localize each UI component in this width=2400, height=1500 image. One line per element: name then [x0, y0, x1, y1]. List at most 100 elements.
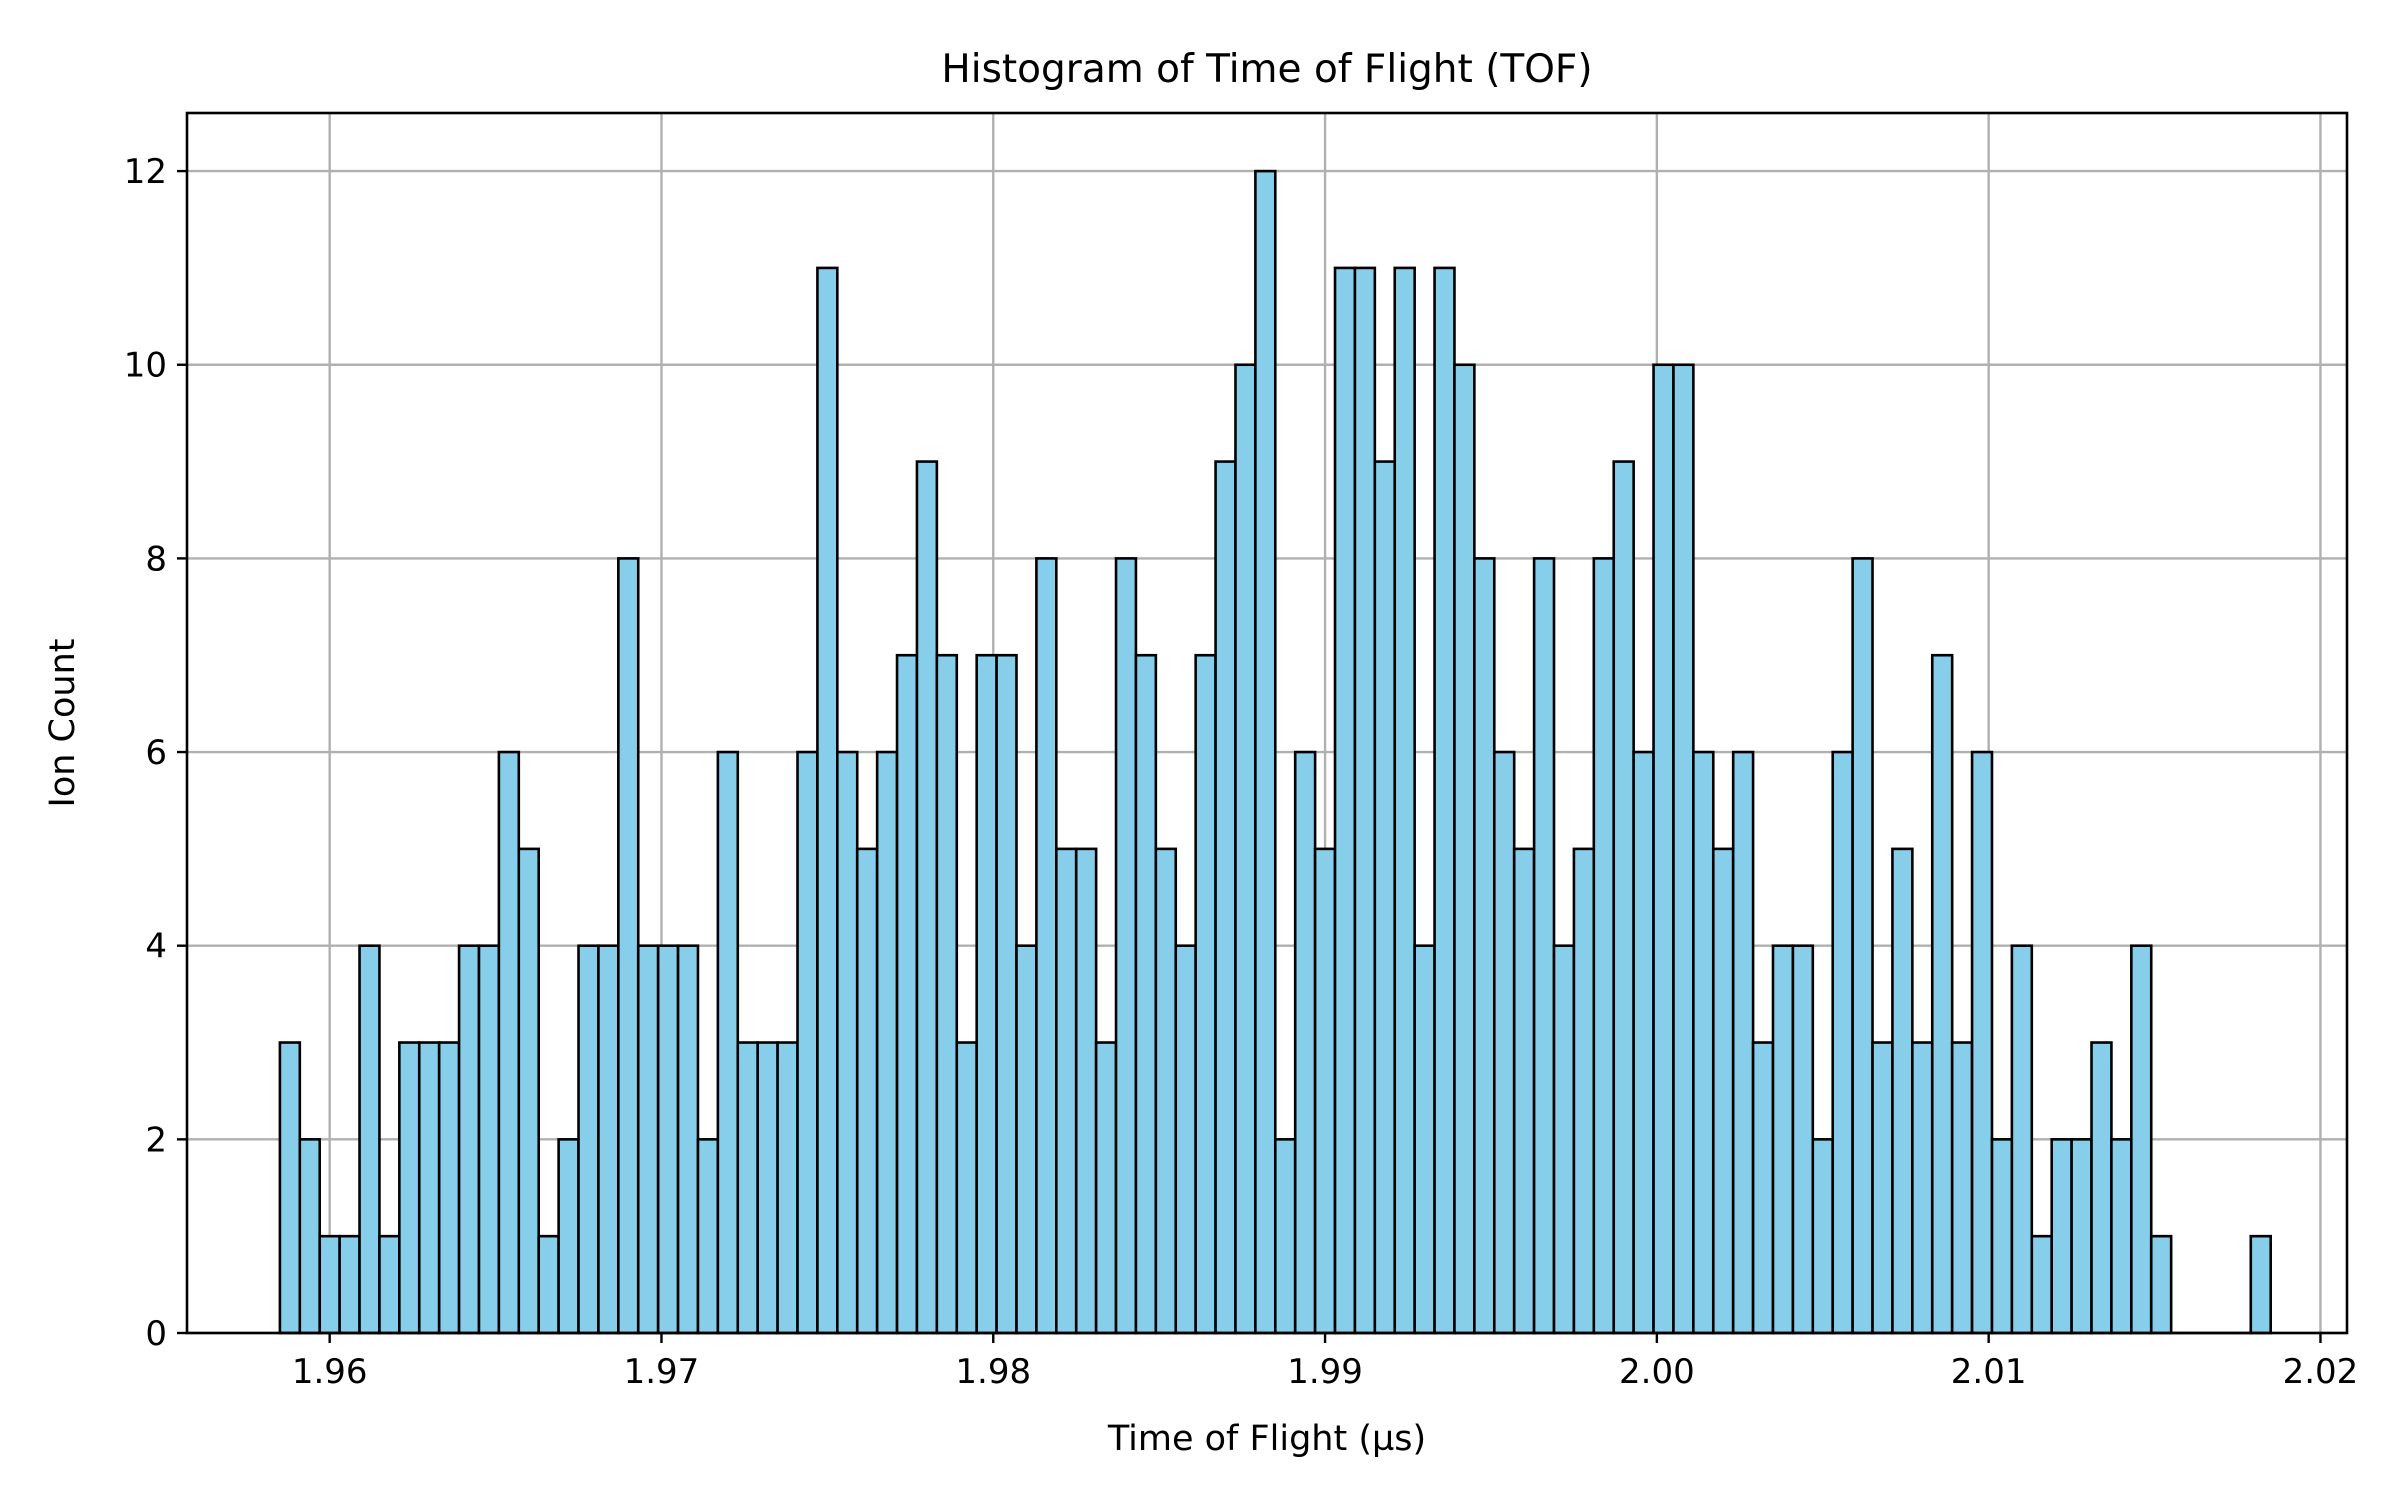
y-tick-label: 12	[124, 152, 167, 192]
histogram-bar	[1950, 1041, 1974, 1335]
histogram-bar	[1552, 944, 1576, 1335]
histogram-bar	[756, 1041, 779, 1335]
y-tick-label: 10	[124, 346, 167, 386]
histogram-bar	[1871, 1041, 1894, 1335]
histogram-bar	[1114, 557, 1138, 1335]
histogram-bar	[915, 460, 939, 1335]
histogram-bar	[1194, 653, 1217, 1335]
histogram-bar	[1055, 847, 1078, 1335]
histogram-bar	[298, 1138, 322, 1335]
histogram-bar	[816, 266, 839, 1335]
x-tick-label: 1.96	[292, 1352, 368, 1392]
histogram-bar	[1891, 847, 1914, 1335]
histogram-bar	[955, 1041, 978, 1335]
histogram-bar	[875, 750, 899, 1335]
x-axis-label: Time of Flight (µs)	[1107, 1419, 1426, 1459]
histogram-bar	[1771, 944, 1795, 1335]
histogram-bar	[1214, 460, 1237, 1335]
histogram-bar	[776, 1041, 799, 1335]
histogram-bar	[796, 750, 819, 1335]
histogram-bar	[1711, 847, 1735, 1335]
histogram-bar	[1473, 557, 1496, 1335]
histogram-bar	[1911, 1041, 1934, 1335]
histogram-bar	[975, 653, 998, 1335]
histogram-bar	[855, 847, 879, 1335]
histogram-bar	[1492, 750, 1516, 1335]
histogram-bar	[1532, 557, 1556, 1335]
x-tick-label: 2.02	[2283, 1352, 2359, 1392]
histogram-bar	[1632, 750, 1655, 1335]
histogram-bar	[1433, 266, 1456, 1335]
histogram-bar	[2130, 944, 2153, 1335]
histogram-bar	[1811, 1138, 1835, 1335]
histogram-bar	[1293, 750, 1317, 1335]
x-tick-label: 1.97	[624, 1352, 700, 1392]
histogram-bar	[597, 944, 620, 1335]
y-tick-label: 4	[145, 927, 167, 967]
x-tick-label: 1.99	[1287, 1352, 1363, 1392]
x-tick-label: 1.98	[955, 1352, 1031, 1392]
histogram-bar	[1672, 363, 1695, 1335]
histogram-bar	[1393, 266, 1416, 1335]
histogram-bar	[676, 944, 700, 1335]
histogram-bar	[1652, 363, 1675, 1335]
histogram-bar	[1413, 944, 1436, 1335]
histogram-bar	[1612, 460, 1635, 1335]
histogram-bar	[537, 1234, 560, 1335]
histogram-bar	[2070, 1138, 2093, 1335]
histogram-bar	[497, 750, 521, 1335]
histogram-bar	[1015, 944, 1038, 1335]
histogram-bar	[1234, 363, 1257, 1335]
histogram-bar	[895, 653, 919, 1335]
histogram-bar	[2050, 1138, 2073, 1335]
histogram-bar	[437, 1041, 461, 1335]
y-tick-label: 0	[145, 1314, 167, 1354]
histogram-bar	[517, 847, 541, 1335]
histogram-bar	[1134, 653, 1158, 1335]
histogram-bar	[1990, 1138, 2014, 1335]
y-axis-label: Ion Count	[43, 639, 83, 808]
histogram-bar	[417, 1041, 441, 1335]
histogram-bar	[338, 1234, 361, 1335]
histogram-bar	[1930, 653, 1954, 1335]
histogram-bar	[577, 944, 600, 1335]
histogram-bar	[836, 750, 859, 1335]
x-tick-label: 2.00	[1619, 1352, 1695, 1392]
histogram-bar	[378, 1234, 401, 1335]
histogram-bar	[398, 1041, 421, 1335]
histogram-bar	[736, 1041, 759, 1335]
histogram-bar	[1453, 363, 1476, 1335]
histogram-bar	[1851, 557, 1874, 1335]
histogram-bar	[1313, 847, 1337, 1335]
histogram-bar	[1731, 750, 1755, 1335]
histogram-bar	[2110, 1138, 2133, 1335]
histogram-bar	[318, 1234, 341, 1335]
histogram-bars	[278, 169, 2272, 1335]
histogram-bar	[1154, 847, 1178, 1335]
histogram-bar	[1094, 1041, 1118, 1335]
histogram-bar	[636, 944, 660, 1335]
histogram-bar	[1373, 460, 1397, 1335]
histogram-bar	[2030, 1234, 2054, 1335]
histogram-bar	[1273, 1138, 1297, 1335]
histogram-bar	[716, 750, 740, 1335]
x-tick-label: 2.01	[1951, 1352, 2027, 1392]
histogram-bar	[1353, 266, 1377, 1335]
y-tick-label: 2	[145, 1120, 167, 1160]
histogram-bar	[1970, 750, 1994, 1335]
histogram-bar	[935, 653, 959, 1335]
histogram-bar	[2249, 1234, 2272, 1335]
histogram-bar	[2010, 944, 2034, 1335]
histogram-bar	[1692, 750, 1715, 1335]
histogram-bar	[1174, 944, 1197, 1335]
histogram-bar	[358, 944, 381, 1335]
histogram-bar	[656, 944, 680, 1335]
histogram-bar	[457, 944, 481, 1335]
histogram-bar	[278, 1041, 302, 1335]
histogram-bar	[557, 1138, 580, 1335]
histogram-bar	[1592, 557, 1616, 1335]
histogram-bar	[1831, 750, 1854, 1335]
histogram-bar	[477, 944, 501, 1335]
histogram-bar	[2090, 1041, 2113, 1335]
